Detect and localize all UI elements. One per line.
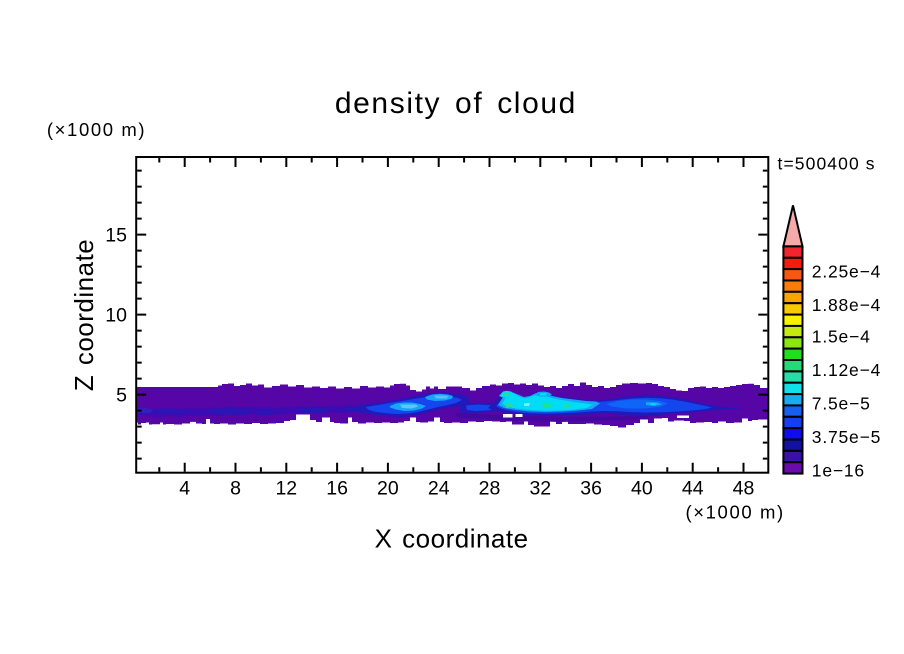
- svg-text:10: 10: [105, 305, 127, 327]
- svg-text:12: 12: [275, 478, 297, 500]
- svg-text:8: 8: [230, 478, 241, 500]
- svg-text:28: 28: [479, 478, 501, 500]
- svg-text:X coordinate: X coordinate: [375, 524, 529, 554]
- svg-text:1.12e−4: 1.12e−4: [812, 360, 881, 380]
- svg-text:7.5e−5: 7.5e−5: [812, 393, 871, 413]
- svg-text:t=500400 s: t=500400 s: [778, 154, 876, 174]
- svg-text:4: 4: [179, 478, 190, 500]
- svg-text:15: 15: [105, 225, 127, 247]
- svg-text:32: 32: [529, 478, 551, 500]
- svg-text:16: 16: [326, 478, 348, 500]
- svg-text:1.88e−4: 1.88e−4: [812, 295, 881, 315]
- svg-text:3.75e−5: 3.75e−5: [812, 427, 881, 447]
- svg-text:44: 44: [682, 478, 704, 500]
- svg-text:2.25e−4: 2.25e−4: [812, 261, 881, 281]
- svg-text:48: 48: [733, 478, 755, 500]
- svg-text:Z coordinate: Z coordinate: [69, 239, 99, 392]
- svg-text:(×1000 m): (×1000 m): [686, 502, 785, 523]
- svg-text:density of cloud: density of cloud: [335, 87, 577, 120]
- svg-text:1e−16: 1e−16: [812, 460, 865, 480]
- svg-text:36: 36: [580, 478, 602, 500]
- svg-text:5: 5: [116, 385, 127, 407]
- svg-text:40: 40: [631, 478, 653, 500]
- svg-text:20: 20: [377, 478, 399, 500]
- svg-text:(×1000 m): (×1000 m): [47, 119, 146, 140]
- svg-text:1.5e−4: 1.5e−4: [812, 327, 871, 347]
- svg-text:24: 24: [428, 478, 450, 500]
